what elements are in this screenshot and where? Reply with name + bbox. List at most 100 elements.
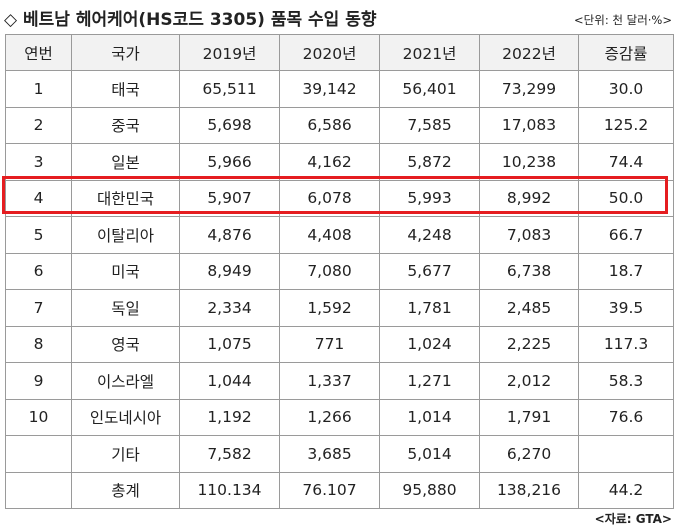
table-cell: 1,337 (279, 362, 380, 400)
table-cell: 95,880 (379, 471, 480, 509)
table-cell: 8,992 (479, 179, 579, 217)
table-cell: 66.7 (578, 216, 674, 254)
table-cell (5, 435, 72, 473)
table-cell: 1,781 (379, 289, 480, 327)
table-cell: 7,585 (379, 106, 480, 144)
table-cell: 대한민국 (71, 179, 180, 217)
table-row: 3 일본 5,966 4,162 5,872 10,238 74.4 (5, 143, 674, 181)
table-cell: 5,907 (179, 179, 280, 217)
table-cell: 기타 (71, 435, 180, 473)
table-cell: 5,677 (379, 252, 480, 290)
table-cell: 일본 (71, 143, 180, 181)
table-cell: 2,334 (179, 289, 280, 327)
table-cell: 1,075 (179, 325, 280, 363)
table-cell: 이스라엘 (71, 362, 180, 400)
table-cell: 7,080 (279, 252, 380, 290)
table-cell: 미국 (71, 252, 180, 290)
table-cell: 17,083 (479, 106, 579, 144)
table-cell: 73,299 (479, 70, 579, 108)
table-cell: 5,966 (179, 143, 280, 181)
header-cell: 2020년 (279, 34, 380, 71)
table-cell: 1,192 (179, 398, 280, 436)
page-title: ◇ 베트남 헤어케어(HS코드 3305) 품목 수입 동향 (4, 10, 377, 30)
table-cell: 독일 (71, 289, 180, 327)
table-cell: 50.0 (578, 179, 674, 217)
header-cell: 2021년 (379, 34, 480, 71)
table-cell: 6,738 (479, 252, 579, 290)
header-cell: 증감률 (578, 34, 674, 71)
table-row: 8 영국 1,075 771 1,024 2,225 117.3 (5, 325, 674, 363)
table-cell: 76.107 (279, 471, 380, 509)
table-cell: 76.6 (578, 398, 674, 436)
table-cell: 4,408 (279, 216, 380, 254)
table-cell: 4 (5, 179, 72, 217)
header-cell: 2022년 (479, 34, 579, 71)
table-cell: 65,511 (179, 70, 280, 108)
table-cell: 10,238 (479, 143, 579, 181)
table-cell: 117.3 (578, 325, 674, 363)
table-cell: 8 (5, 325, 72, 363)
table-cell: 138,216 (479, 471, 579, 509)
header-row: 연번 국가 2019년 2020년 2021년 2022년 증감률 (5, 34, 674, 71)
table-cell: 1,014 (379, 398, 480, 436)
table-cell: 3,685 (279, 435, 380, 473)
table-cell: 1,271 (379, 362, 480, 400)
table-cell: 중국 (71, 106, 180, 144)
table-row: 2 중국 5,698 6,586 7,585 17,083 125.2 (5, 106, 674, 144)
table-cell: 771 (279, 325, 380, 363)
table-row: 기타 7,582 3,685 5,014 6,270 (5, 435, 674, 473)
table-cell: 1 (5, 70, 72, 108)
table-cell: 6,586 (279, 106, 380, 144)
table-cell: 58.3 (578, 362, 674, 400)
table-cell: 74.4 (578, 143, 674, 181)
table-cell: 1,592 (279, 289, 380, 327)
table-row: 1 태국 65,511 39,142 56,401 73,299 30.0 (5, 70, 674, 108)
table-cell: 1,044 (179, 362, 280, 400)
table-cell: 30.0 (578, 70, 674, 108)
table-cell: 4,162 (279, 143, 380, 181)
table-cell: 3 (5, 143, 72, 181)
table-cell: 영국 (71, 325, 180, 363)
table-cell: 7,083 (479, 216, 579, 254)
table-cell: 7,582 (179, 435, 280, 473)
table-cell: 2 (5, 106, 72, 144)
table-row: 총계 110.134 76.107 95,880 138,216 44.2 (5, 471, 674, 509)
table-cell: 5,872 (379, 143, 480, 181)
header-cell: 국가 (71, 34, 180, 71)
table-cell: 2,012 (479, 362, 579, 400)
table-cell: 44.2 (578, 471, 674, 509)
header-cell: 연번 (5, 34, 72, 71)
table-cell: 4,876 (179, 216, 280, 254)
table-cell: 18.7 (578, 252, 674, 290)
table-cell: 5,993 (379, 179, 480, 217)
unit-note: <단위: 천 달러·%> (574, 13, 672, 27)
table-cell: 39.5 (578, 289, 674, 327)
table-row: 5 이탈리아 4,876 4,408 4,248 7,083 66.7 (5, 216, 674, 254)
table-cell: 인도네시아 (71, 398, 180, 436)
table-row: 7 독일 2,334 1,592 1,781 2,485 39.5 (5, 289, 674, 327)
table-cell: 1,266 (279, 398, 380, 436)
table-cell (5, 471, 72, 509)
source-note: <자료: GTA> (594, 512, 672, 526)
table-cell: 2,225 (479, 325, 579, 363)
table-cell: 9 (5, 362, 72, 400)
table-cell: 6,270 (479, 435, 579, 473)
table-cell: 5,698 (179, 106, 280, 144)
table-cell: 5,014 (379, 435, 480, 473)
table-cell: 56,401 (379, 70, 480, 108)
table-cell: 2,485 (479, 289, 579, 327)
table-cell: 39,142 (279, 70, 380, 108)
table-cell: 110.134 (179, 471, 280, 509)
table-cell: 1,791 (479, 398, 579, 436)
table-cell: 태국 (71, 70, 180, 108)
table-cell: 1,024 (379, 325, 480, 363)
table-row: 10 인도네시아 1,192 1,266 1,014 1,791 76.6 (5, 398, 674, 436)
table-cell: 5 (5, 216, 72, 254)
table-cell: 125.2 (578, 106, 674, 144)
table-row: 9 이스라엘 1,044 1,337 1,271 2,012 58.3 (5, 362, 674, 400)
table-row: 4 대한민국 5,907 6,078 5,993 8,992 50.0 (5, 179, 674, 217)
table-cell: 10 (5, 398, 72, 436)
table-cell: 4,248 (379, 216, 480, 254)
table-cell: 8,949 (179, 252, 280, 290)
table-cell: 총계 (71, 471, 180, 509)
